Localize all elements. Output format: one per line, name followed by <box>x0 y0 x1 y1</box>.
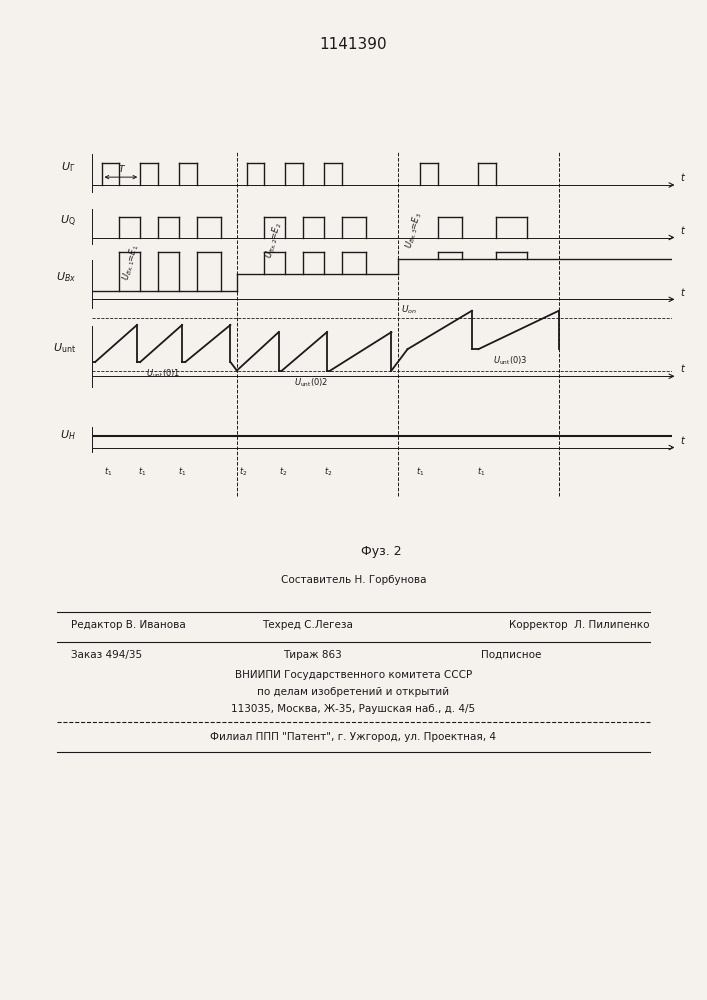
Text: $t_1$: $t_1$ <box>416 466 425 478</box>
Text: $t_2$: $t_2$ <box>279 466 288 478</box>
Text: $U_{Bx}$: $U_{Bx}$ <box>56 270 76 284</box>
Text: $U_{Bx.1}\!\!=\!E_1$: $U_{Bx.1}\!\!=\!E_1$ <box>119 243 141 282</box>
Text: $U_{\text{unt}}(0)1$: $U_{\text{unt}}(0)1$ <box>146 368 180 380</box>
Text: t: t <box>680 436 684 446</box>
Text: $t_1$: $t_1$ <box>178 466 187 478</box>
Text: $t_1$: $t_1$ <box>104 466 112 478</box>
Text: $t_1$: $t_1$ <box>477 466 486 478</box>
Text: $U_{\Gamma}$: $U_{\Gamma}$ <box>62 160 76 174</box>
Text: Подписное: Подписное <box>481 650 541 660</box>
Text: $U_{\text{Q}}$: $U_{\text{Q}}$ <box>60 213 76 229</box>
Text: Заказ 494/35: Заказ 494/35 <box>71 650 142 660</box>
Text: Редактор В. Иванова: Редактор В. Иванова <box>71 620 185 630</box>
Text: Техред С.Легеза: Техред С.Легеза <box>262 620 353 630</box>
Text: Фуз. 2: Фуз. 2 <box>361 545 402 558</box>
Text: $U_{Bx.2}\!\!=\!E_2$: $U_{Bx.2}\!\!=\!E_2$ <box>263 221 285 260</box>
Text: $t_2$: $t_2$ <box>239 466 247 478</box>
Text: Филиал ППП "Патент", г. Ужгород, ул. Проектная, 4: Филиал ППП "Патент", г. Ужгород, ул. Про… <box>211 732 496 742</box>
Text: t: t <box>680 288 684 298</box>
Text: t: t <box>680 364 684 374</box>
Text: $t_1$: $t_1$ <box>138 466 146 478</box>
Text: Составитель Н. Горбунова: Составитель Н. Горбунова <box>281 575 426 585</box>
Text: 1141390: 1141390 <box>320 37 387 52</box>
Text: 113035, Москва, Ж-35, Раушская наб., д. 4/5: 113035, Москва, Ж-35, Раушская наб., д. … <box>231 704 476 714</box>
Text: по делам изобретений и открытий: по делам изобретений и открытий <box>257 687 450 697</box>
Text: ВНИИПИ Государственного комитета СССР: ВНИИПИ Государственного комитета СССР <box>235 670 472 680</box>
Text: Тираж 863: Тираж 863 <box>283 650 341 660</box>
Text: $U_{Bx.3}\!\!=\!E_3$: $U_{Bx.3}\!\!=\!E_3$ <box>403 211 425 250</box>
Text: $U_{on}$: $U_{on}$ <box>401 303 417 316</box>
Text: t: t <box>680 173 684 183</box>
Text: $U_{\text{unt}}(0)3$: $U_{\text{unt}}(0)3$ <box>493 355 528 367</box>
Text: T: T <box>118 165 124 174</box>
Text: $U_{\text{unt}}(0)2$: $U_{\text{unt}}(0)2$ <box>293 376 328 389</box>
Text: $U_{\text{unt}}$: $U_{\text{unt}}$ <box>53 341 76 355</box>
Text: Корректор  Л. Пилипенко: Корректор Л. Пилипенко <box>509 620 650 630</box>
Text: $U_{H}$: $U_{H}$ <box>60 429 76 442</box>
Text: t: t <box>680 226 684 236</box>
Text: $t_2$: $t_2$ <box>325 466 333 478</box>
